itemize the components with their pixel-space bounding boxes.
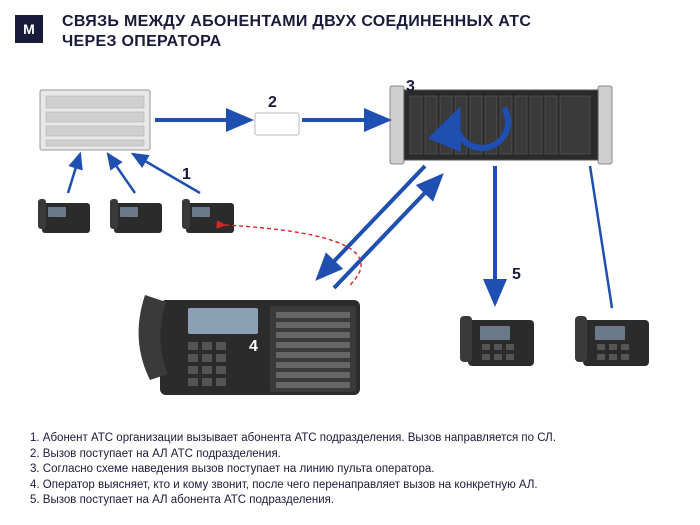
edge-rack-curve <box>456 108 508 148</box>
page-title: СВЯЗЬ МЕЖДУ АБОНЕНТАМИ ДВУХ СОЕДИНЕННЫХ … <box>62 12 531 52</box>
node-phone-a2 <box>110 199 162 233</box>
legend-item: 4. Оператор выясняет, кто и кому звонит,… <box>30 478 670 494</box>
legend-item: 5. Вызов поступает на АЛ абонента АТС по… <box>30 493 670 509</box>
step-label-4: 4 <box>249 338 258 356</box>
step-label-5: 5 <box>512 266 521 284</box>
edge-a2-pbx <box>108 154 135 193</box>
step-label-2: 2 <box>268 94 277 112</box>
edge-rack-operator-down <box>318 166 425 278</box>
edge-operator-rack-up <box>334 176 441 288</box>
step-label-3: 3 <box>406 78 415 96</box>
legend-item: 2. Вызов поступает на АЛ АТС подразделен… <box>30 447 670 463</box>
node-phone-b2 <box>575 316 649 366</box>
node-rack <box>390 86 612 164</box>
legend-item: 3. Согласно схеме наведения вызов поступ… <box>30 462 670 478</box>
node-phone-a3 <box>182 199 234 233</box>
step-label-1: 1 <box>182 166 191 184</box>
node-pbx-left <box>40 90 150 150</box>
legend-list: 1. Абонент АТС организации вызывает абон… <box>30 431 670 509</box>
legend-item: 1. Абонент АТС организации вызывает абон… <box>30 431 670 447</box>
edge-dashed-red <box>225 225 361 285</box>
node-phone-b1 <box>460 316 534 366</box>
node-phone-a1 <box>38 199 90 233</box>
edge-a1-pbx <box>68 154 80 193</box>
brand-logo: M <box>15 15 43 43</box>
edge-rack-b2 <box>590 166 612 308</box>
node-junction <box>255 113 299 135</box>
